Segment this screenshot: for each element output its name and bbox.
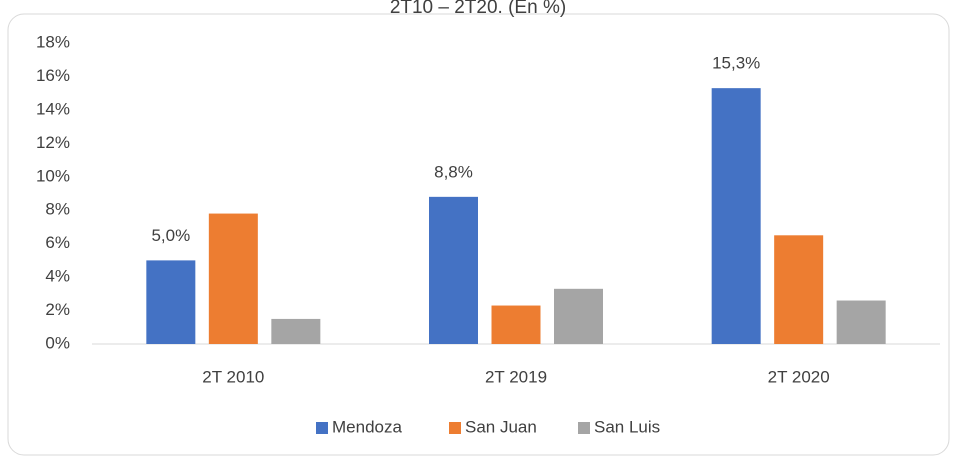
legend-swatch	[316, 422, 328, 434]
y-tick-label: 12%	[36, 133, 70, 152]
y-tick-label: 4%	[45, 267, 70, 286]
legend-swatch	[449, 422, 461, 434]
y-tick-label: 14%	[36, 99, 70, 118]
chart-title: 2T10 – 2T20. (En %)	[390, 0, 566, 18]
y-tick-label: 18%	[36, 32, 70, 51]
bar	[429, 196, 478, 344]
data-label: 8,8%	[434, 162, 473, 181]
bar	[774, 235, 824, 344]
data-label: 5,0%	[151, 226, 190, 245]
bar	[491, 305, 541, 344]
y-tick-label: 6%	[45, 233, 70, 252]
x-tick-label: 2T 2020	[768, 367, 830, 386]
bar	[711, 88, 761, 345]
bar	[836, 300, 886, 344]
chart-border	[7, 13, 950, 456]
bar	[271, 318, 321, 344]
y-tick-label: 16%	[36, 66, 70, 85]
y-tick-label: 2%	[45, 300, 70, 319]
legend-label: San Juan	[465, 417, 537, 436]
x-tick-label: 2T 2019	[485, 367, 547, 386]
bar	[554, 288, 603, 344]
bar	[208, 213, 258, 344]
y-tick-label: 0%	[45, 333, 70, 352]
y-tick-label: 10%	[36, 166, 70, 185]
bar	[146, 260, 196, 344]
x-tick-label: 2T 2010	[202, 367, 264, 386]
legend-label: San Luis	[594, 417, 660, 436]
legend-label: Mendoza	[332, 417, 402, 436]
legend-swatch	[578, 422, 590, 434]
data-label: 15,3%	[712, 54, 760, 73]
y-tick-label: 8%	[45, 200, 70, 219]
